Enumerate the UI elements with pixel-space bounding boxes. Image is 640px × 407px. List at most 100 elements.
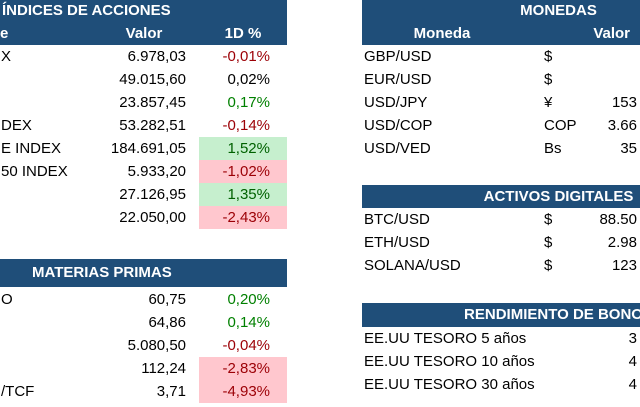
- materias-table-header: MATERIAS PRIMAS: [0, 259, 287, 287]
- crypto-pair: SOLANA/USD: [364, 257, 461, 274]
- currency-value: 35: [620, 140, 637, 157]
- monedas-col-moneda: Moneda: [413, 25, 471, 42]
- crypto-value: 123: [611, 257, 637, 274]
- currency-value: 3.66: [607, 117, 637, 134]
- index-row: 27.126,95 1,35%: [0, 183, 287, 206]
- crypto-row: ETH/USD $ 2.98: [362, 231, 640, 254]
- commodity-row: O 60,75 0,20%: [0, 288, 287, 311]
- materias-title: MATERIAS PRIMAS: [32, 264, 172, 281]
- index-row: E INDEX 184.691,05 1,52%: [0, 137, 287, 160]
- index-value: 23.857,45: [119, 94, 186, 111]
- crypto-row: SOLANA/USD $ 123: [362, 254, 640, 277]
- crypto-value: 88.50: [599, 211, 637, 228]
- currency-row: USD/COP COP 3.66: [362, 114, 640, 137]
- commodity-value: 112,24: [141, 360, 186, 377]
- bond-yield: 4: [628, 376, 637, 393]
- crypto-symbol: $: [544, 211, 553, 228]
- index-name: 50 INDEX: [1, 163, 68, 180]
- index-row: 23.857,45 0,17%: [0, 91, 287, 114]
- monedas-table-header: MONEDAS Moneda Valor: [362, 0, 640, 45]
- index-change: -2,43%: [199, 206, 287, 229]
- bond-name: EE.UU TESORO 30 años: [364, 376, 535, 393]
- index-value: 5.933,20: [127, 163, 186, 180]
- indices-col-valor: Valor: [125, 25, 163, 42]
- commodity-row: 5.080,50 -0,04%: [0, 334, 287, 357]
- index-change: 1,52%: [199, 137, 287, 160]
- currency-symbol: Bs: [544, 140, 562, 157]
- indices-title: ÍNDICES DE ACCIONES: [2, 2, 171, 19]
- bond-name: EE.UU TESORO 5 años: [364, 330, 527, 347]
- commodity-change: 0,14%: [227, 314, 270, 331]
- monedas-title: MONEDAS: [520, 2, 597, 19]
- monedas-col-valor: Valor: [593, 25, 630, 42]
- index-row: X 6.978,03 -0,01%: [0, 45, 287, 68]
- currency-pair: GBP/USD: [364, 48, 432, 65]
- currency-pair: USD/JPY: [364, 94, 428, 111]
- currency-row: USD/VED Bs 35: [362, 137, 640, 160]
- index-value: 49.015,60: [119, 71, 186, 88]
- index-value: 6.978,03: [127, 48, 186, 65]
- currency-symbol: $: [544, 48, 553, 65]
- currency-symbol: COP: [544, 117, 577, 134]
- crypto-symbol: $: [544, 234, 553, 251]
- commodity-value: 5.080,50: [127, 337, 186, 354]
- index-value: 184.691,05: [110, 140, 186, 157]
- activos-title: ACTIVOS DIGITALES: [483, 188, 634, 205]
- currency-pair: EUR/USD: [364, 71, 432, 88]
- bond-name: EE.UU TESORO 10 años: [364, 353, 535, 370]
- index-change: 0,17%: [227, 94, 270, 111]
- crypto-symbol: $: [544, 257, 553, 274]
- indices-table-header: ÍNDICES DE ACCIONES e Valor 1D %: [0, 0, 287, 45]
- index-value: 22.050,00: [119, 209, 186, 226]
- index-value: 53.282,51: [119, 117, 186, 134]
- bond-row: EE.UU TESORO 30 años 4: [362, 373, 640, 396]
- indices-col-1d: 1D %: [224, 25, 262, 42]
- commodity-value: 60,75: [148, 291, 186, 308]
- bonos-table-header: RENDIMIENTO DE BONOS: [362, 303, 640, 327]
- commodity-row: /TCF 3,71 -4,93%: [0, 380, 287, 403]
- commodity-value: 64,86: [148, 314, 186, 331]
- commodity-name: /TCF: [1, 383, 35, 400]
- bond-yield: 4: [628, 353, 637, 370]
- crypto-pair: ETH/USD: [364, 234, 430, 251]
- index-name: X: [1, 48, 12, 65]
- bond-row: EE.UU TESORO 5 años 3: [362, 327, 640, 350]
- activos-table-header: ACTIVOS DIGITALES: [362, 185, 640, 208]
- index-name: DEX: [1, 117, 32, 134]
- currency-pair: USD/COP: [364, 117, 433, 134]
- currency-row: USD/JPY ¥ 153: [362, 91, 640, 114]
- commodity-change: 0,20%: [227, 291, 270, 308]
- crypto-row: BTC/USD $ 88.50: [362, 208, 640, 231]
- index-row: 50 INDEX 5.933,20 -1,02%: [0, 160, 287, 183]
- bonos-title: RENDIMIENTO DE BONOS: [464, 306, 640, 323]
- index-value: 27.126,95: [119, 186, 186, 203]
- indices-col-name: e: [0, 25, 9, 42]
- index-row: 22.050,00 -2,43%: [0, 206, 287, 229]
- bond-yield: 3: [628, 330, 637, 347]
- currency-symbol: $: [544, 71, 553, 88]
- currency-pair: USD/VED: [364, 140, 431, 157]
- commodity-value: 3,71: [156, 383, 186, 400]
- commodity-change: -0,04%: [222, 337, 270, 354]
- index-change: -1,02%: [199, 160, 287, 183]
- currency-symbol: ¥: [544, 94, 553, 111]
- bond-row: EE.UU TESORO 10 años 4: [362, 350, 640, 373]
- currency-row: EUR/USD $: [362, 68, 640, 91]
- index-change: -0,14%: [222, 117, 270, 134]
- currency-row: GBP/USD $: [362, 45, 640, 68]
- crypto-pair: BTC/USD: [364, 211, 430, 228]
- index-row: DEX 53.282,51 -0,14%: [0, 114, 287, 137]
- currency-value: 153: [611, 94, 637, 111]
- commodity-row: 112,24 -2,83%: [0, 357, 287, 380]
- crypto-value: 2.98: [607, 234, 637, 251]
- commodity-change: -4,93%: [199, 380, 287, 403]
- index-change: -0,01%: [222, 48, 270, 65]
- index-change: 1,35%: [199, 183, 287, 206]
- index-name: E INDEX: [1, 140, 62, 157]
- commodity-row: 64,86 0,14%: [0, 311, 287, 334]
- index-row: 49.015,60 0,02%: [0, 68, 287, 91]
- index-change: 0,02%: [227, 71, 270, 88]
- commodity-name: O: [1, 291, 13, 308]
- commodity-change: -2,83%: [199, 357, 287, 380]
